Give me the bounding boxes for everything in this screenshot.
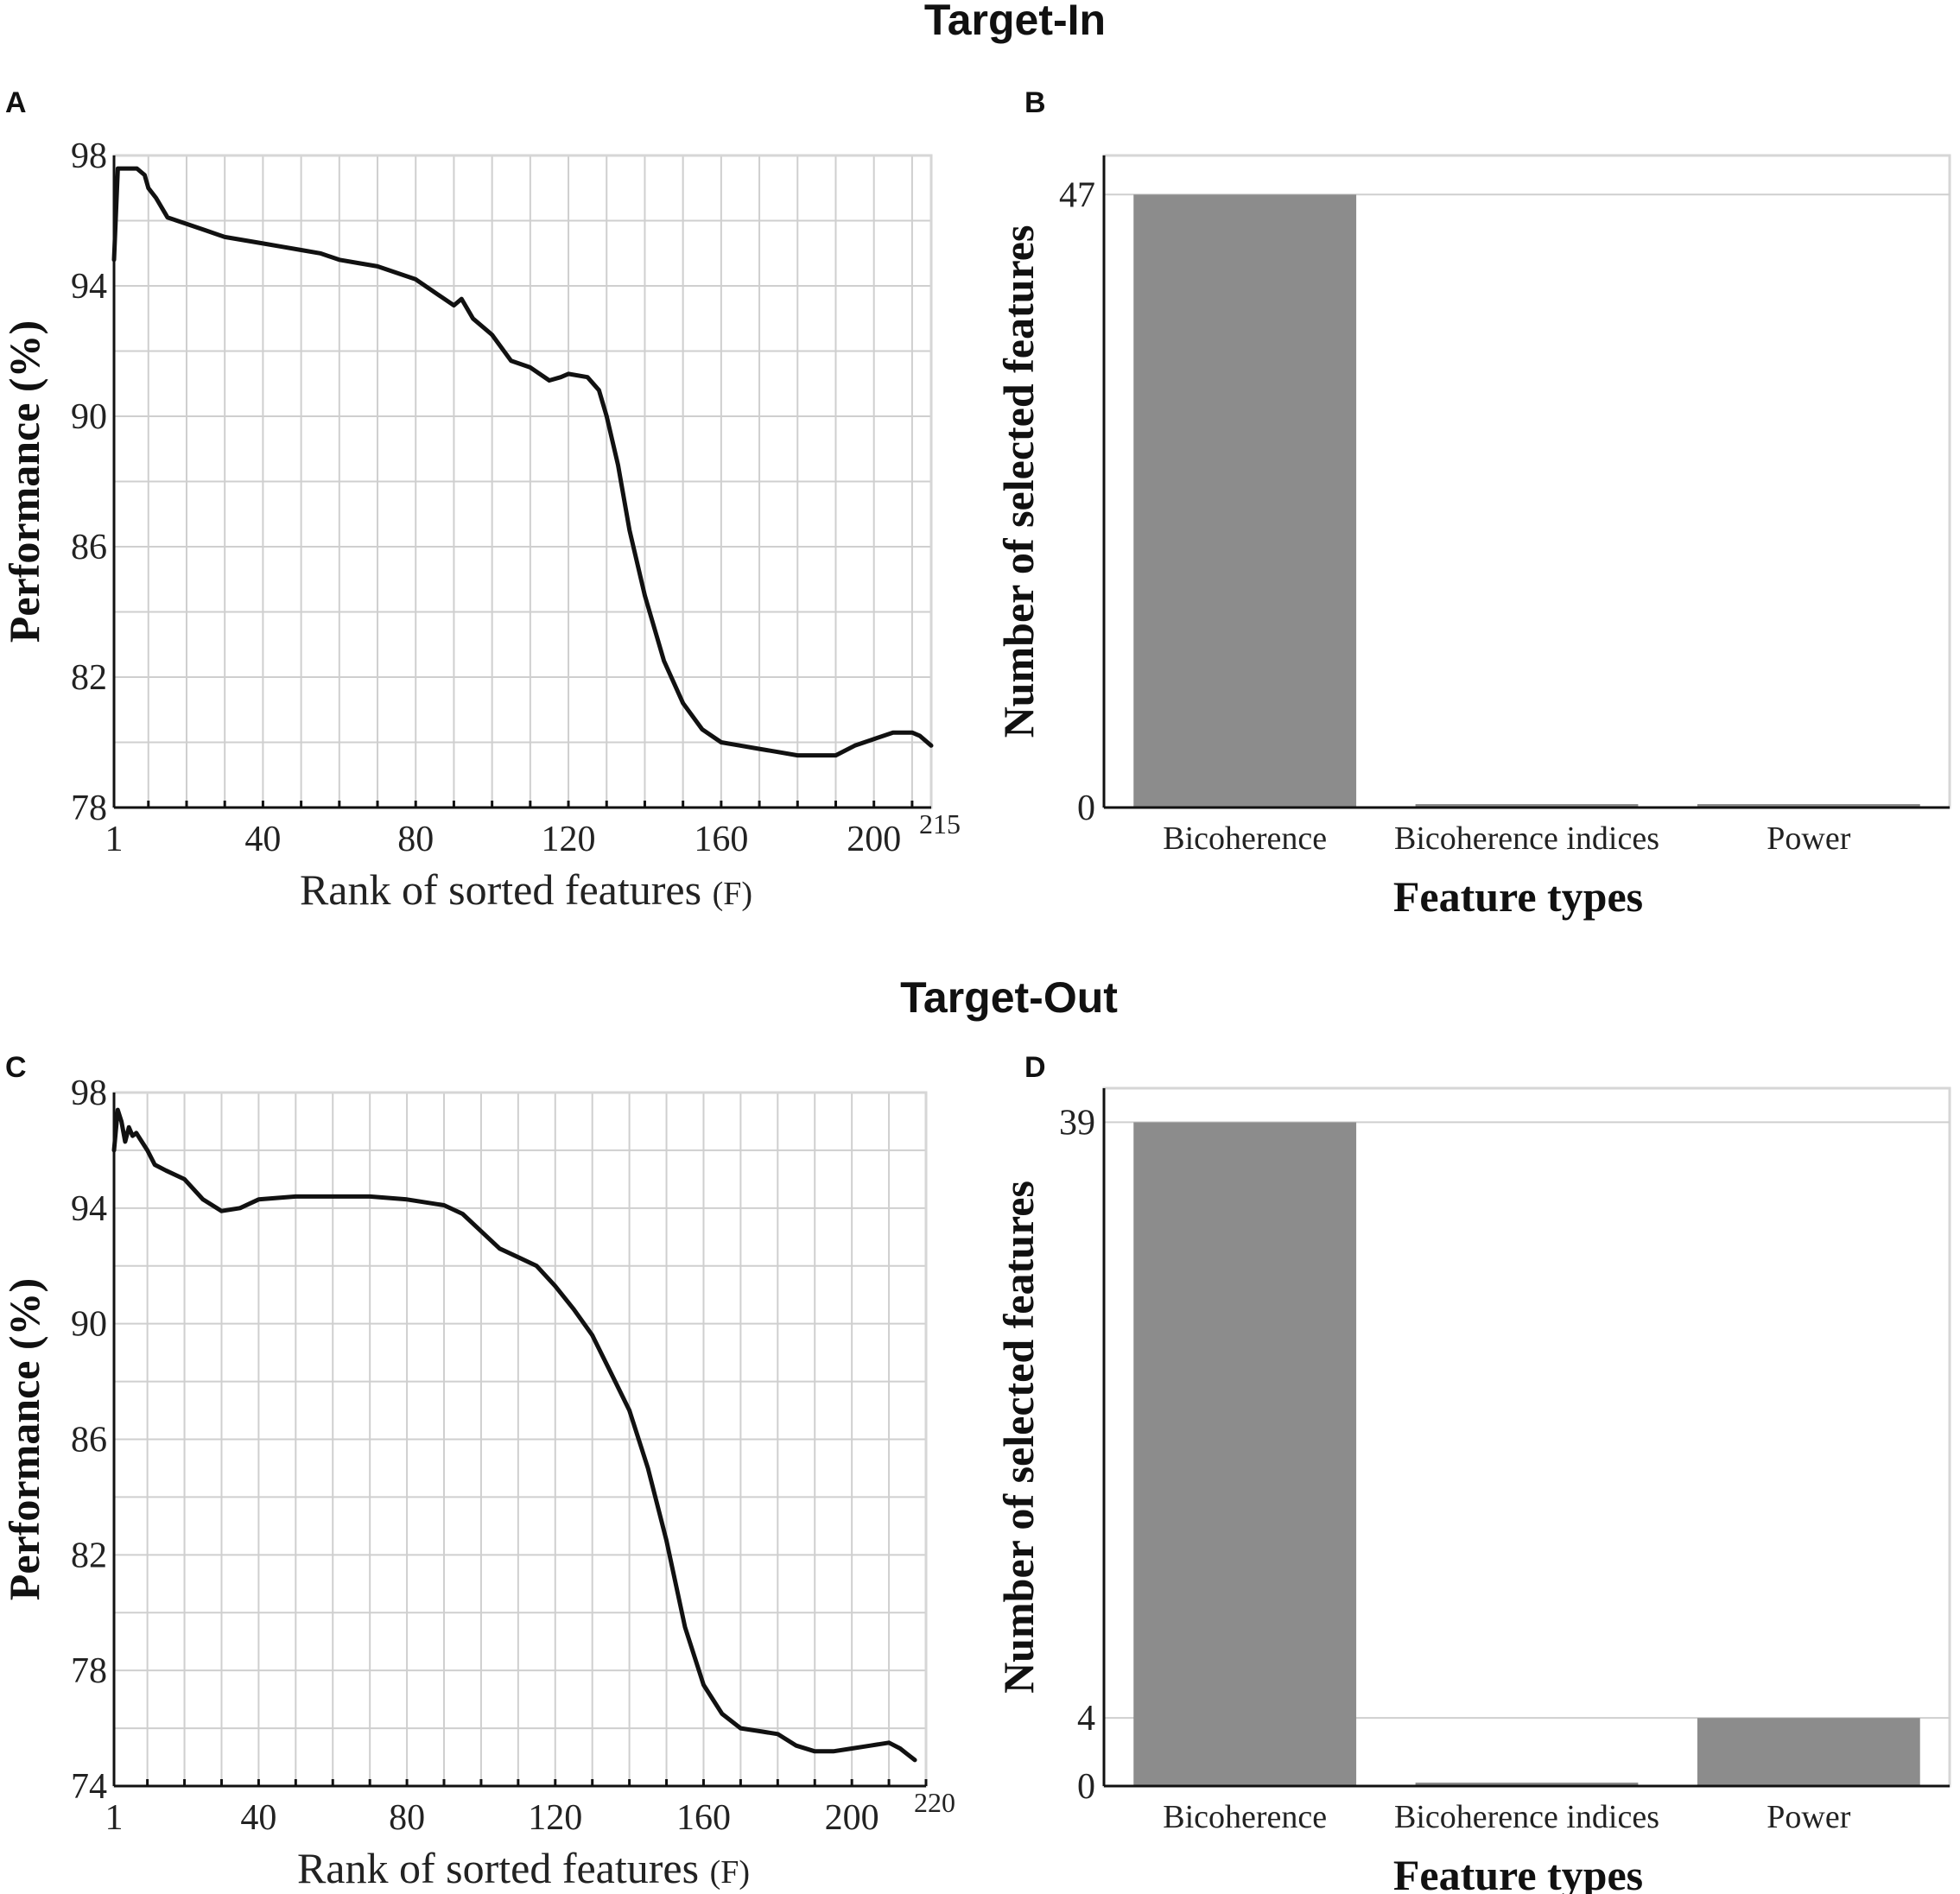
chart-d-category-label: Bicoherence indices bbox=[1394, 1799, 1659, 1835]
chart-c-x-axis-label: Rank of sorted features (F) bbox=[297, 1844, 750, 1892]
chart-b-y-tick-label: 0 bbox=[1077, 789, 1095, 828]
chart-c-x-tick-label: 1 bbox=[105, 1798, 124, 1838]
panel-letter-a: A bbox=[5, 86, 27, 119]
section-title-target-in: Target-In bbox=[924, 0, 1106, 44]
chart-b-bar-target-in: Bicoherence Bicoherence indices Power 0 47 Fe… bbox=[994, 154, 1951, 921]
chart-d-bar-target-out: Bicoherence Bicoherence indices Power 0 4 39 F… bbox=[994, 1086, 1951, 1894]
chart-b-category-label: Bicoherence bbox=[1163, 820, 1327, 857]
chart-a-x-tick-label: 40 bbox=[244, 820, 281, 859]
chart-c-x-tick-label: 200 bbox=[825, 1798, 879, 1838]
chart-b-x-axis-label: Feature types bbox=[1393, 872, 1643, 921]
chart-a-y-tick-label: 94 bbox=[71, 267, 107, 307]
chart-b-y-tick-label: 47 bbox=[1059, 175, 1095, 215]
chart-c-performance-line bbox=[111, 1107, 917, 1763]
chart-a-x-tick-label: 1 bbox=[105, 820, 124, 859]
chart-c-x-tick-label: 120 bbox=[528, 1798, 582, 1838]
chart-a-performance-line bbox=[111, 166, 934, 758]
chart-c-y-tick-label: 82 bbox=[71, 1536, 107, 1575]
chart-d-y-tick-label: 39 bbox=[1059, 1103, 1095, 1143]
chart-c-y-tick-label: 90 bbox=[71, 1305, 107, 1345]
chart-c-y-tick-label: 86 bbox=[71, 1421, 107, 1460]
chart-b-bar-2 bbox=[1697, 804, 1920, 808]
chart-d-y-tick-label: 0 bbox=[1077, 1767, 1095, 1807]
chart-a-x-tick-label: 200 bbox=[847, 820, 901, 859]
chart-d-x-axis-label: Feature types bbox=[1393, 1851, 1643, 1894]
chart-c-x-tick-label: 80 bbox=[389, 1798, 425, 1838]
chart-a-y-tick-label: 78 bbox=[71, 789, 107, 828]
chart-c-x-tick-label: 40 bbox=[240, 1798, 276, 1838]
chart-a-x-axis-label: Rank of sorted features (F) bbox=[300, 865, 752, 914]
chart-d-bar-0 bbox=[1133, 1122, 1357, 1786]
chart-a-y-axis-label: Performance (%) bbox=[0, 320, 48, 643]
chart-a-y-tick-label: 90 bbox=[71, 397, 107, 437]
chart-a-x-tick-label: 160 bbox=[694, 820, 748, 859]
chart-d-y-tick-label: 4 bbox=[1077, 1699, 1095, 1739]
chart-a-y-tick-label: 98 bbox=[71, 136, 107, 176]
chart-b-bar-1 bbox=[1415, 804, 1639, 808]
chart-a-line-target-in: 1 40 80 120 160 200 215 78 82 86 90 94 98 Rank of sor… bbox=[0, 136, 961, 914]
chart-a-x-axis-unit: (F) bbox=[713, 876, 752, 912]
chart-d-category-label: Bicoherence bbox=[1163, 1799, 1327, 1835]
chart-a-x-tick-end-label: 215 bbox=[919, 808, 961, 839]
chart-c-x-axis-unit: (F) bbox=[710, 1854, 750, 1891]
chart-b-bar-0 bbox=[1133, 194, 1357, 808]
chart-b-category-label: Power bbox=[1767, 820, 1850, 857]
panel-letter-c: C bbox=[5, 1051, 27, 1084]
chart-c-line-target-out: 1 40 80 120 160 200 220 74 78 82 86 90 94 98 Rank of s… bbox=[0, 1074, 955, 1892]
panel-letter-d: D bbox=[1024, 1051, 1046, 1084]
chart-a-x-tick-label: 80 bbox=[397, 820, 434, 859]
panel-letter-b: B bbox=[1024, 86, 1046, 119]
chart-c-x-tick-end-label: 220 bbox=[914, 1787, 955, 1818]
chart-c-y-tick-label: 74 bbox=[71, 1767, 107, 1807]
chart-c-y-tick-label: 98 bbox=[71, 1074, 107, 1113]
chart-a-y-tick-label: 86 bbox=[71, 528, 107, 567]
chart-c-y-tick-label: 78 bbox=[71, 1651, 107, 1691]
chart-c-y-tick-label: 94 bbox=[71, 1189, 107, 1229]
section-title-target-out: Target-Out bbox=[900, 973, 1118, 1022]
chart-b-category-label: Bicoherence indices bbox=[1394, 820, 1659, 857]
chart-d-y-axis-label: Number of selected features bbox=[994, 1181, 1043, 1694]
chart-a-y-tick-label: 82 bbox=[71, 658, 107, 698]
chart-b-y-axis-label: Number of selected features bbox=[994, 225, 1043, 738]
chart-c-y-axis-label: Performance (%) bbox=[0, 1278, 48, 1600]
chart-d-bar-2 bbox=[1697, 1718, 1920, 1786]
chart-d-bar-1 bbox=[1415, 1783, 1639, 1786]
chart-c-x-tick-label: 160 bbox=[676, 1798, 731, 1838]
chart-a-x-tick-label: 120 bbox=[542, 820, 596, 859]
chart-d-category-label: Power bbox=[1767, 1799, 1850, 1835]
